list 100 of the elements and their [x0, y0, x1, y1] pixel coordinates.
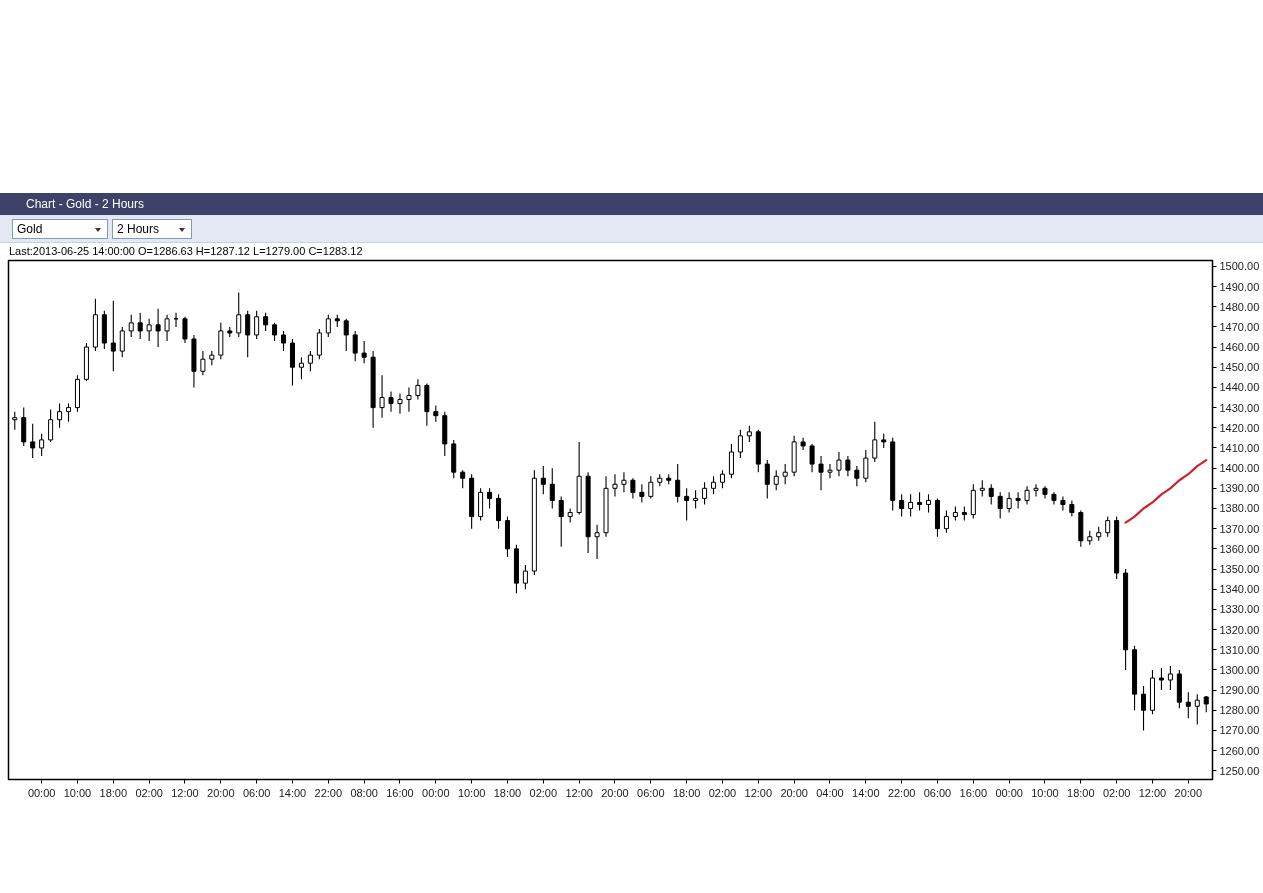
- candlestick: [845, 455, 851, 477]
- y-tick-label: 1280.00: [1219, 704, 1260, 717]
- candlestick: [1194, 693, 1200, 725]
- y-tick-label: 1300.00: [1219, 663, 1260, 676]
- candlestick: [737, 429, 743, 459]
- y-tick-label: 1470.00: [1219, 320, 1260, 333]
- candlestick: [818, 455, 824, 491]
- candlestick: [988, 483, 994, 506]
- x-tick-label: 20:00: [207, 786, 235, 799]
- y-tick-label: 1390.00: [1219, 482, 1260, 495]
- y-tick-label: 1290.00: [1219, 684, 1260, 697]
- candlestick: [899, 493, 905, 518]
- y-tick-label: 1410.00: [1219, 441, 1260, 454]
- candlestick: [719, 469, 725, 489]
- x-tick-label: 04:00: [816, 786, 844, 799]
- candlestick: [352, 330, 358, 362]
- candlestick: [209, 350, 215, 366]
- x-tick-label: 12:00: [171, 786, 199, 799]
- chart-subtitle: Last:2013-06-25 14:00:00 O=1286.63 H=1287.12 L=1279.00 C=1283.12: [0, 243, 1263, 259]
- x-tick-label: 18:00: [1067, 786, 1095, 799]
- x-tick-label: 12:00: [1138, 786, 1167, 799]
- y-tick-label: 1330.00: [1219, 603, 1260, 616]
- x-tick-label: 00:00: [995, 786, 1023, 799]
- x-tick-label: 10:00: [63, 786, 92, 799]
- candlestick: [388, 390, 394, 413]
- candlestick: [693, 489, 699, 510]
- x-tick-label: 22:00: [314, 786, 343, 799]
- line-series: [1124, 458, 1208, 524]
- candlestick: [343, 318, 349, 352]
- y-tick-label: 1500.00: [1219, 260, 1260, 273]
- candlestick: [773, 469, 779, 491]
- candlestick: [164, 314, 170, 342]
- candlestick: [872, 421, 878, 463]
- y-tick-label: 1260.00: [1219, 744, 1260, 757]
- y-tick-label: 1430.00: [1219, 401, 1260, 414]
- candlestick: [272, 322, 278, 342]
- candlestick: [926, 493, 932, 514]
- y-tick-label: 1380.00: [1219, 502, 1260, 515]
- candlestick: [397, 392, 403, 415]
- candlestick: [30, 423, 36, 459]
- x-tick-label: 12:00: [565, 786, 593, 799]
- candlestick: [146, 318, 152, 342]
- candlestick: [522, 564, 528, 590]
- y-tick-label: 1440.00: [1219, 381, 1260, 394]
- y-tick-label: 1310.00: [1219, 643, 1260, 656]
- candlestick: [782, 463, 788, 485]
- candlestick: [406, 386, 412, 413]
- y-tick-label: 1480.00: [1219, 300, 1260, 313]
- candlestick: [908, 493, 914, 518]
- candlestick: [1167, 665, 1173, 691]
- candlestick: [675, 463, 681, 503]
- candlestick: [263, 312, 269, 332]
- y-tick-label: 1360.00: [1219, 542, 1260, 555]
- candlestick: [854, 465, 860, 487]
- candlestick: [361, 340, 367, 364]
- x-tick-label: 12:00: [744, 786, 773, 799]
- candlestick: [307, 350, 313, 372]
- x-tick-label: 00:00: [27, 786, 56, 799]
- candlestick: [39, 433, 45, 457]
- x-tick-label: 02:00: [1102, 786, 1131, 799]
- x-tick-label: 02:00: [529, 786, 558, 799]
- candlestick: [254, 310, 260, 340]
- candlestick: [460, 469, 466, 489]
- candlestick: [836, 451, 842, 477]
- candlestick: [863, 449, 869, 483]
- x-tick-label: 02:00: [708, 786, 737, 799]
- candlestick: [1105, 516, 1111, 538]
- candlestick: [1141, 685, 1147, 732]
- candlestick: [630, 477, 636, 499]
- y-tick-label: 1420.00: [1219, 421, 1260, 434]
- y-tick-label: 1450.00: [1219, 361, 1260, 374]
- candlestick: [827, 463, 833, 479]
- candlestick: [66, 403, 72, 423]
- x-tick-label: 14:00: [278, 786, 307, 799]
- candlestick: [245, 310, 251, 358]
- candlestick: [612, 473, 618, 497]
- candlestick: [12, 411, 18, 431]
- candlestick: [325, 314, 331, 338]
- candlestick: [702, 481, 708, 506]
- candlestick: [639, 483, 645, 503]
- candlestick: [155, 308, 161, 348]
- candlestick: [800, 437, 806, 451]
- candlestick: [711, 475, 717, 495]
- candlestick: [648, 475, 654, 499]
- x-tick-label: 06:00: [637, 786, 665, 799]
- y-tick-label: 1490.00: [1219, 280, 1260, 293]
- x-tick-label: 20:00: [780, 786, 808, 799]
- x-tick-label: 00:00: [422, 786, 450, 799]
- candlestick: [943, 509, 949, 534]
- candlestick: [236, 292, 242, 338]
- y-tick-label: 1250.00: [1219, 764, 1260, 777]
- x-tick-label: 14:00: [852, 786, 880, 799]
- x-tick-label: 06:00: [923, 786, 952, 799]
- candlestick: [621, 471, 627, 493]
- x-tick-label: 18:00: [99, 786, 128, 799]
- candlestick: [48, 409, 54, 443]
- y-tick-label: 1270.00: [1219, 724, 1260, 737]
- x-tick-label: 10:00: [457, 786, 486, 799]
- x-tick-label: 16:00: [386, 786, 414, 799]
- candlestick: [200, 350, 206, 376]
